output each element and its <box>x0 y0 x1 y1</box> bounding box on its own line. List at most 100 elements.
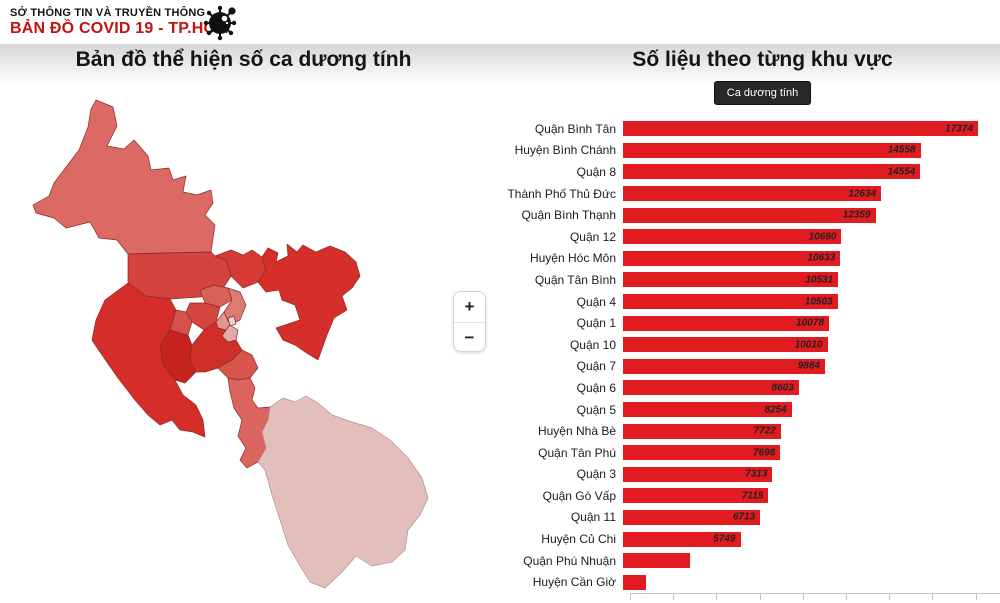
district-label: Thành Phố Thủ Đức <box>507 186 616 201</box>
zoom-control-divider <box>454 322 485 323</box>
district-label: Quận 5 <box>576 402 616 417</box>
virus-icon <box>203 5 237 41</box>
district-label: Huyện Hóc Môn <box>529 251 616 266</box>
case-count-bar[interactable] <box>623 574 646 590</box>
district-label: Quận 1 <box>576 316 616 331</box>
chart-section-head: Số liệu theo từng khu vực Ca dương tính <box>525 48 1000 105</box>
district-cu-chi[interactable] <box>32 99 216 255</box>
app-header: SỞ THÔNG TIN VÀ TRUYỀN THÔNG BẢN ĐỒ COVI… <box>0 0 1000 44</box>
district-thu-duc[interactable] <box>257 243 361 361</box>
axis-tick <box>630 594 631 600</box>
district-label: Quận Phú Nhuận <box>523 553 616 568</box>
chart-row: Quận 8 14554 <box>520 161 998 183</box>
axis-tick <box>846 594 847 600</box>
bar-value-label: 8254 <box>764 404 787 416</box>
title-band <box>0 44 1000 84</box>
map-section-title: Bản đồ thể hiện số ca dương tính <box>75 48 412 71</box>
bar-value-label: 17374 <box>945 123 973 135</box>
bar-value-label: 10078 <box>796 317 824 329</box>
district-center-lightest[interactable] <box>227 315 237 327</box>
bar-value-label: 14554 <box>887 166 916 178</box>
bar-value-label: 7313 <box>745 468 768 480</box>
case-count-bar[interactable]: 10690 <box>623 229 842 245</box>
case-count-bar[interactable]: 10503 <box>623 294 838 310</box>
case-count-bar[interactable]: 7115 <box>623 488 769 504</box>
case-count-bar[interactable]: 12359 <box>623 207 876 223</box>
bar-value-label: 6713 <box>732 511 756 523</box>
case-count-bar[interactable]: 10010 <box>623 337 828 353</box>
axis-tick <box>975 594 977 600</box>
chart-x-axis <box>630 593 1000 600</box>
district-label: Quận 10 <box>569 337 616 352</box>
district-label: Quận 11 <box>570 510 616 525</box>
chart-row: Quận 5 8254 <box>520 399 998 421</box>
chart-row: Quận 3 7313 <box>520 464 998 486</box>
case-count-bar[interactable]: 10078 <box>623 315 829 331</box>
district-can-gio[interactable] <box>257 395 429 589</box>
case-count-bar[interactable]: 7313 <box>623 466 773 482</box>
chart-row: Quận 11 6713 <box>520 507 998 529</box>
positive-cases-filter-button[interactable]: Ca dương tính <box>713 81 812 105</box>
chart-section-title: Số liệu theo từng khu vực <box>632 48 893 71</box>
case-count-bar[interactable]: 10633 <box>623 250 841 266</box>
district-label: Huyện Bình Chánh <box>514 143 616 158</box>
bar-value-label: 9884 <box>797 360 820 372</box>
district-label: Huyện Nhà Bè <box>537 424 616 439</box>
case-count-bar[interactable]: 17374 <box>623 121 978 137</box>
bar-value-label: 12359 <box>842 209 871 221</box>
district-label: Quận Bình Thạnh <box>521 208 616 223</box>
district-label: Quận 7 <box>576 359 616 374</box>
cases-bar-chart: Quận Bình Tân 17374 Huyện Bình Chánh 14558 Q… <box>507 118 998 593</box>
case-count-bar[interactable]: 7698 <box>623 445 781 461</box>
district-label: Quận Bình Tân <box>534 121 616 136</box>
bar-value-label: 7115 <box>741 490 764 502</box>
bar-value-label: 7722 <box>753 425 776 437</box>
chart-row: Huyện Bình Chánh 14558 <box>514 140 998 162</box>
bar-value-label: 10010 <box>794 339 823 351</box>
bar-value-label: 5749 <box>713 533 736 545</box>
chart-row: Quận Tân Bình 10531 <box>520 269 998 291</box>
chart-row: Quận Bình Thạnh 12359 <box>520 204 998 226</box>
bar-value-label: 14558 <box>887 144 916 156</box>
chart-row: Quận 4 10503 <box>520 291 998 313</box>
case-count-bar[interactable]: 12634 <box>623 186 882 202</box>
axis-tick <box>932 594 934 600</box>
case-count-bar[interactable]: 14558 <box>623 142 921 158</box>
bar-value-label: 12634 <box>848 188 877 200</box>
chart-row: Quận 10 10010 <box>520 334 998 356</box>
case-count-bar[interactable]: 10531 <box>623 272 839 288</box>
case-count-bar[interactable]: 5749 <box>623 531 741 547</box>
zoom-in-button[interactable]: + <box>454 292 485 322</box>
bar-value-label: 10503 <box>804 296 833 308</box>
case-count-bar[interactable]: 14554 <box>623 164 921 180</box>
agency-name: SỞ THÔNG TIN VÀ TRUYỀN THÔNG <box>10 7 206 19</box>
chart-row: Quận 12 10690 <box>520 226 998 248</box>
app-title: BẢN ĐỒ COVID 19 - TP.HCM <box>10 20 229 37</box>
axis-tick <box>889 594 891 600</box>
zoom-out-button[interactable]: − <box>454 323 485 351</box>
axis-tick <box>802 594 804 600</box>
district-label: Quận Tân Phú <box>538 445 616 460</box>
bar-value-label: 8603 <box>771 382 794 394</box>
district-label: Quận 8 <box>576 164 616 179</box>
district-label: Quận Tân Bình <box>534 272 616 287</box>
case-count-bar[interactable] <box>623 553 690 569</box>
chart-row: Quận Bình Tân 17374 <box>520 118 998 140</box>
chart-row: Quận Gò Vấp 7115 <box>520 485 998 507</box>
bar-value-label: 10690 <box>808 231 837 243</box>
bar-value-label: 10531 <box>805 274 834 286</box>
chart-row: Huyện Hóc Môn 10633 <box>520 248 998 270</box>
case-count-bar[interactable]: 8254 <box>623 402 792 418</box>
district-label: Huyện Cần Giờ <box>532 575 616 590</box>
case-count-bar[interactable]: 9884 <box>623 358 825 374</box>
chart-row: Quận 7 9884 <box>520 356 998 378</box>
case-count-bar[interactable]: 7722 <box>623 423 781 439</box>
bar-value-label: 10633 <box>807 252 836 264</box>
bar-value-label: 7698 <box>753 447 776 459</box>
hcmc-choropleth-map[interactable] <box>15 88 455 598</box>
case-count-bar[interactable]: 6713 <box>623 509 761 525</box>
district-label: Huyện Củ Chi <box>541 532 616 547</box>
case-count-bar[interactable]: 8603 <box>623 380 799 396</box>
district-label: Quận 4 <box>576 294 616 309</box>
